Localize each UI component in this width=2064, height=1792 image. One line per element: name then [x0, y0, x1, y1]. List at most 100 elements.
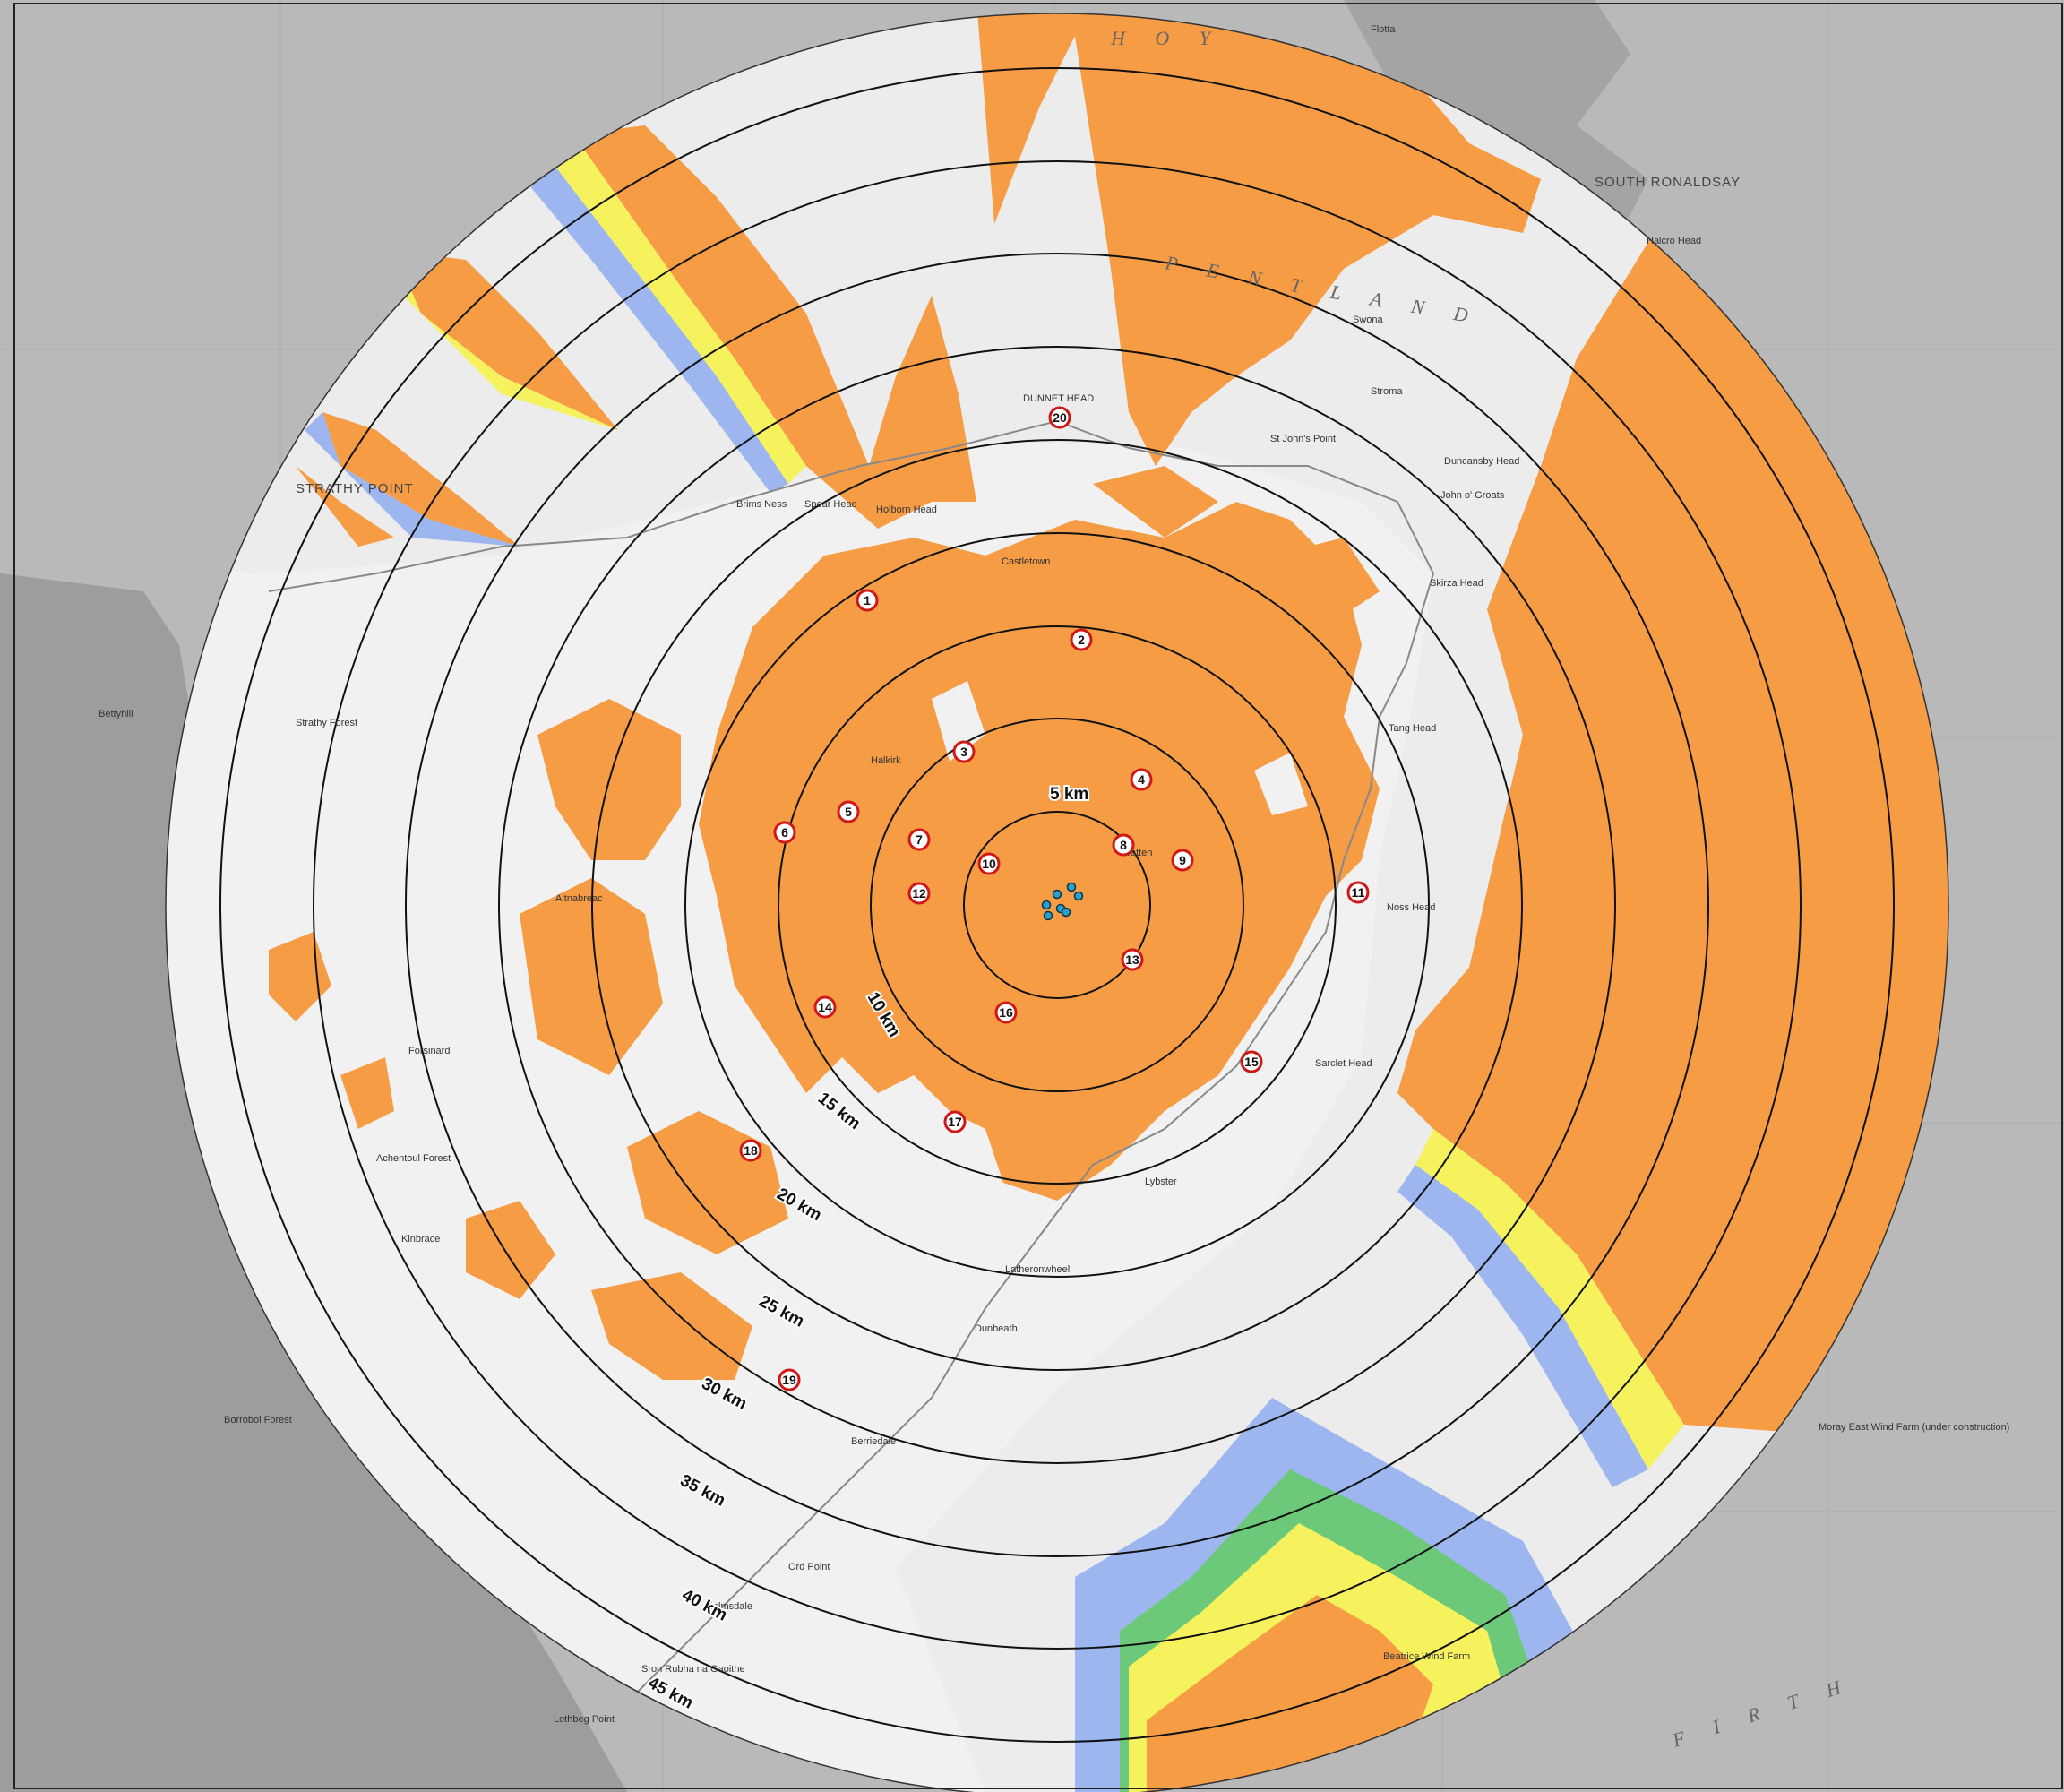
place-forsinard: Forsinard	[408, 1046, 450, 1056]
viewpoint-12[interactable]: 12	[907, 882, 931, 905]
svg-text:12: 12	[912, 886, 926, 900]
place-st-johns-point: St John's Point	[1270, 434, 1336, 444]
place-john-o-groats: John o' Groats	[1440, 490, 1505, 501]
place-bettyhill: Bettyhill	[99, 709, 133, 719]
place-berriedale: Berriedale	[851, 1436, 896, 1447]
zvi-east-sector-yellow-fringe	[1415, 1129, 1684, 1469]
place-tang-head: Tang Head	[1389, 723, 1436, 734]
viewpoint-8[interactable]: 8	[1112, 833, 1135, 857]
svg-text:15: 15	[1244, 1055, 1259, 1069]
viewpoint-15[interactable]: 15	[1240, 1050, 1263, 1073]
svg-text:17: 17	[948, 1115, 962, 1129]
svg-text:4: 4	[1138, 772, 1145, 787]
viewpoint-10[interactable]: 10	[977, 852, 1001, 875]
place-sarclet-head: Sarclet Head	[1315, 1058, 1372, 1069]
place-moray-east-wind-farm: Moray East Wind Farm (under construction…	[1819, 1422, 2009, 1433]
place-achentoul-forest: Achentoul Forest	[376, 1153, 451, 1164]
place-castletown: Castletown	[1002, 556, 1050, 567]
svg-text:16: 16	[999, 1005, 1013, 1020]
viewpoint-2[interactable]: 2	[1070, 628, 1093, 651]
svg-text:2: 2	[1078, 633, 1085, 647]
ring-label-5km: 5 km	[1050, 785, 1088, 804]
viewpoint-4[interactable]: 4	[1130, 768, 1153, 791]
svg-text:13: 13	[1125, 952, 1140, 967]
svg-text:14: 14	[818, 1000, 832, 1014]
place-duncansby-head: Duncansby Head	[1444, 456, 1519, 467]
zvi-patch-west-2	[520, 878, 663, 1075]
place-stroma: Stroma	[1371, 386, 1403, 397]
viewpoint-7[interactable]: 7	[907, 828, 931, 851]
svg-text:20: 20	[1053, 410, 1067, 425]
viewpoint-9[interactable]: 9	[1171, 849, 1194, 872]
place-flotta: Flotta	[1371, 24, 1396, 35]
viewpoint-19[interactable]: 19	[778, 1368, 801, 1391]
svg-text:5: 5	[845, 805, 852, 819]
zvi-patch-north-land	[1093, 466, 1218, 538]
viewpoint-5[interactable]: 5	[837, 800, 860, 823]
place-lothbeg-point: Lothbeg Point	[554, 1714, 615, 1725]
turbine-cluster-marker	[1041, 882, 1084, 921]
sea-label-hoy: H O Y	[1110, 27, 1223, 49]
place-dunnet-head: DUNNET HEAD	[1023, 393, 1094, 404]
place-halcro-head: Halcro Head	[1647, 236, 1701, 246]
coastline	[268, 419, 1435, 1757]
zvi-patch-sw-3	[466, 1201, 555, 1299]
place-noss-head: Noss Head	[1387, 902, 1435, 913]
zvi-patch-sw-2	[591, 1272, 752, 1380]
svg-text:3: 3	[960, 745, 968, 759]
viewpoint-11[interactable]: 11	[1346, 881, 1370, 904]
viewpoint-1[interactable]: 1	[856, 589, 879, 612]
zvi-core	[699, 502, 1380, 1201]
svg-text:7: 7	[916, 832, 923, 847]
viewpoint-14[interactable]: 14	[813, 995, 837, 1019]
place-labels: STRATHY POINT SOUTH RONALDSAY DUNNET HEA…	[99, 24, 2009, 1725]
svg-text:1: 1	[864, 593, 871, 607]
map-frame	[13, 3, 2063, 1789]
outside-land-west	[0, 573, 627, 1792]
svg-text:19: 19	[782, 1373, 796, 1387]
viewpoint-16[interactable]: 16	[994, 1001, 1018, 1024]
svg-text:11: 11	[1352, 885, 1365, 900]
place-dunbeath: Dunbeath	[975, 1323, 1018, 1334]
viewpoint-17[interactable]: 17	[943, 1110, 967, 1133]
viewpoints: 1 2 3 4 5 6 7 8 9 10 11 12 13 14 15 16 1…	[739, 406, 1370, 1391]
study-boundary	[165, 13, 1949, 1792]
viewpoint-18[interactable]: 18	[739, 1139, 762, 1162]
viewpoint-6[interactable]: 6	[773, 821, 796, 844]
place-sron-rubha: Sron Rubha na Gaoithe	[641, 1664, 745, 1675]
place-spear-head: Spear Head	[804, 499, 857, 510]
zvi-nw-ray-3	[296, 466, 394, 547]
zvi-hole-1	[932, 681, 985, 762]
svg-text:18: 18	[744, 1143, 758, 1158]
zvi-north-west-wedge	[573, 125, 976, 529]
place-south-ronaldsay: SOUTH RONALDSAY	[1595, 175, 1741, 190]
range-rings	[219, 67, 1895, 1743]
svg-text:6: 6	[781, 825, 788, 840]
place-strathy-point: STRATHY POINT	[296, 481, 414, 496]
place-altnabreac: Altnabreac	[555, 893, 603, 904]
viewpoint-13[interactable]: 13	[1121, 948, 1144, 971]
zvi-patch-far-west-2	[340, 1057, 394, 1129]
place-halkirk: Halkirk	[871, 755, 901, 766]
place-strathy-forest: Strathy Forest	[296, 718, 357, 728]
place-lybster: Lybster	[1145, 1176, 1177, 1187]
zvi-patch-ne-land	[1272, 538, 1380, 627]
zvi-nw-ray-2	[322, 412, 520, 547]
svg-text:9: 9	[1179, 853, 1186, 867]
place-holborn-head: Holborn Head	[876, 504, 937, 515]
zvi-north-west-wedge-yellow	[538, 134, 806, 484]
place-ord-point: Ord Point	[788, 1562, 830, 1572]
svg-text:8: 8	[1120, 838, 1127, 852]
place-latheronwheel: Latheronwheel	[1005, 1264, 1070, 1275]
zvi-north-west-wedge-blue	[502, 143, 788, 493]
viewpoint-20[interactable]: 20	[1048, 406, 1071, 429]
place-beatrice-wind-farm: Beatrice Wind Farm	[1383, 1651, 1470, 1662]
svg-text:10: 10	[982, 857, 996, 871]
place-borrobol-forest: Borrobol Forest	[224, 1415, 292, 1426]
zvi-nw-ray-1	[394, 251, 618, 430]
zvi-nw-ray-2-blue	[305, 412, 520, 547]
place-kinbrace: Kinbrace	[401, 1234, 440, 1245]
zvi-hole-2	[1254, 753, 1308, 815]
viewpoint-3[interactable]: 3	[952, 740, 976, 763]
